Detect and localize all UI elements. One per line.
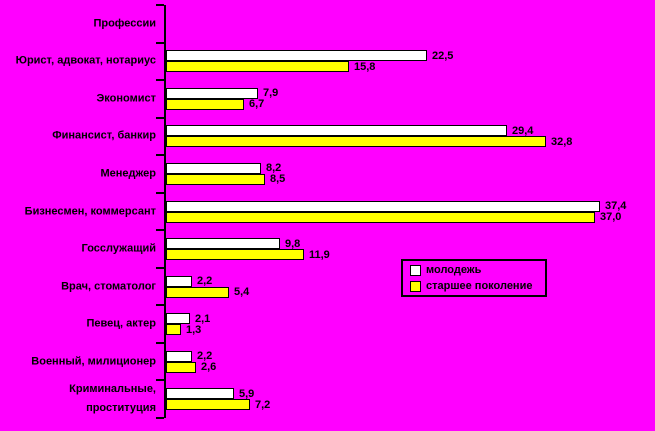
legend-swatch-youth bbox=[410, 264, 421, 276]
value-label: 6,7 bbox=[249, 98, 265, 111]
value-label: 29,4 bbox=[512, 124, 534, 137]
value-label: 37,0 bbox=[600, 211, 622, 223]
value-label: 5,9 bbox=[239, 387, 255, 400]
bar-older-generation bbox=[166, 211, 595, 223]
legend-item-older-generation: старшее поколение bbox=[410, 280, 545, 292]
bar-youth bbox=[166, 50, 427, 62]
bar-older-generation bbox=[166, 286, 229, 298]
axis-tick bbox=[156, 379, 164, 382]
category-label: Менеджер bbox=[100, 167, 156, 180]
value-label: 8,2 bbox=[266, 162, 282, 175]
category-label: Певец, актер bbox=[86, 317, 156, 330]
axis-tick bbox=[156, 266, 164, 269]
value-label: 22,5 bbox=[432, 49, 454, 62]
axis-title: Профессии bbox=[93, 17, 156, 30]
bar-youth bbox=[166, 87, 258, 99]
value-label: 11,9 bbox=[309, 248, 330, 261]
value-label: 2,6 bbox=[201, 361, 217, 374]
axis-tick bbox=[156, 154, 164, 157]
category-label: Военный, милиционер bbox=[31, 355, 156, 368]
category-label: Бизнесмен, коммерсант bbox=[24, 205, 156, 217]
bar-youth bbox=[166, 162, 261, 174]
category-label: Финансист, банкир bbox=[52, 129, 156, 142]
legend: молодежь старшее поколение bbox=[401, 259, 547, 297]
value-label: 8,5 bbox=[270, 173, 286, 186]
value-label: 2,1 bbox=[195, 312, 211, 325]
legend-swatch-older-generation bbox=[410, 280, 421, 292]
bar-older-generation bbox=[166, 361, 196, 373]
bar-older-generation bbox=[166, 173, 265, 185]
value-label: 5,4 bbox=[234, 286, 250, 299]
axis-tick bbox=[156, 79, 164, 82]
value-label: 7,9 bbox=[263, 87, 279, 100]
value-label: 2,2 bbox=[197, 350, 213, 363]
value-label: 32,8 bbox=[551, 135, 573, 148]
axis-tick bbox=[156, 304, 164, 307]
value-label: 9,8 bbox=[285, 237, 301, 250]
axis-tick bbox=[156, 341, 164, 344]
bar-older-generation bbox=[166, 399, 250, 411]
bar-youth bbox=[166, 350, 192, 362]
legend-label-youth: молодежь bbox=[426, 264, 482, 276]
value-label: 2,2 bbox=[197, 275, 213, 288]
axis-tick bbox=[156, 191, 164, 194]
bar-youth bbox=[166, 238, 280, 250]
axis-tick bbox=[156, 229, 164, 232]
value-label: 7,2 bbox=[255, 398, 271, 411]
bar-older-generation bbox=[166, 98, 244, 110]
bar-youth bbox=[166, 313, 190, 325]
category-label: Криминальные, проституция bbox=[69, 383, 156, 415]
value-label: 37,4 bbox=[605, 200, 627, 212]
axis-tick bbox=[156, 417, 164, 419]
bar-older-generation bbox=[166, 136, 546, 148]
legend-label-older-generation: старшее поколение bbox=[426, 280, 533, 292]
category-label: Юрист, адвокат, нотариус bbox=[15, 54, 156, 67]
bar-youth bbox=[166, 388, 234, 400]
value-label: 1,3 bbox=[186, 323, 202, 336]
bar-youth bbox=[166, 275, 192, 287]
axis-tick bbox=[156, 116, 164, 119]
legend-item-youth: молодежь bbox=[410, 264, 545, 276]
category-label: Экономист bbox=[96, 92, 156, 105]
category-label: Госслужащий bbox=[81, 242, 156, 255]
bar-youth bbox=[166, 200, 600, 212]
bar-older-generation bbox=[166, 61, 349, 73]
bar-older-generation bbox=[166, 324, 181, 336]
axis-tick bbox=[156, 41, 164, 44]
axis-tick bbox=[156, 4, 164, 6]
bar-older-generation bbox=[166, 249, 304, 261]
category-axis-line bbox=[164, 5, 166, 418]
bar-youth bbox=[166, 125, 507, 137]
category-label: Врач, стоматолог bbox=[61, 280, 156, 293]
value-label: 15,8 bbox=[354, 60, 376, 73]
